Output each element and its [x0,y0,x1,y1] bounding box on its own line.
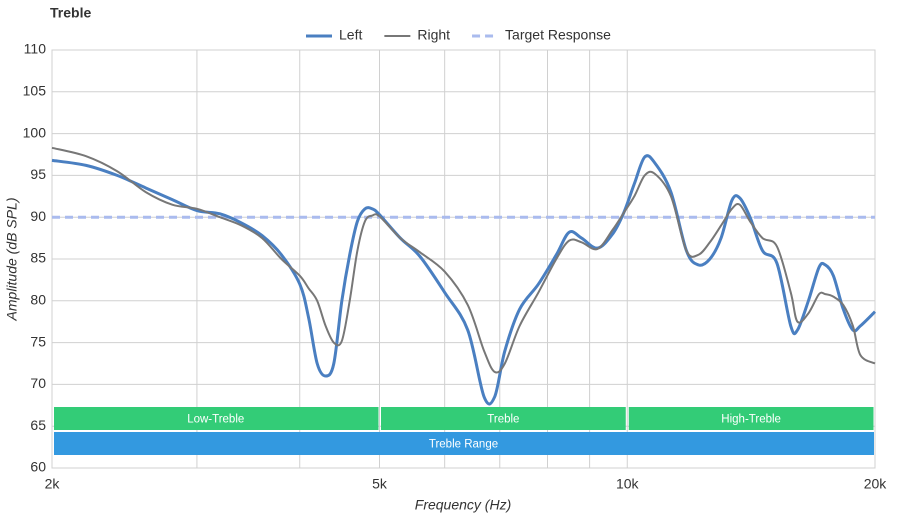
y-tick-label: 90 [30,208,46,224]
y-tick-label: 65 [30,417,46,433]
x-tick-label: 5k [372,476,388,492]
y-tick-label: 70 [30,375,46,391]
band-label: Treble [487,414,519,426]
band-label: High-Treble [721,414,781,426]
band [54,407,379,430]
y-tick-label: 105 [23,83,47,99]
y-tick-label: 85 [30,250,46,266]
band [54,432,874,455]
y-tick-label: 75 [30,333,46,349]
legend-label: Left [339,27,362,43]
line-right [51,146,876,374]
line-left [51,154,877,406]
y-tick-label: 80 [30,292,46,308]
x-tick-label: 2k [45,476,61,492]
band [628,407,874,430]
chart-title: Treble [50,5,91,21]
legend-label: Target Response [505,27,611,43]
band-label: Low-Treble [187,414,244,426]
y-tick-label: 95 [30,166,46,182]
y-tick-label: 100 [23,124,47,140]
legend: Left Right Target Response [306,27,611,43]
y-tick-label: 110 [24,41,47,57]
x-tick-label: 10k [616,476,640,492]
legend-label: Right [417,27,450,43]
y-tick-label: 60 [30,459,46,475]
band-label: Treble Range [429,439,498,451]
band [381,407,626,430]
y-axis-label: Amplitude (dB SPL) [4,198,20,322]
x-tick-label: 20k [864,476,888,492]
x-axis-label: Frequency (Hz) [415,497,511,513]
